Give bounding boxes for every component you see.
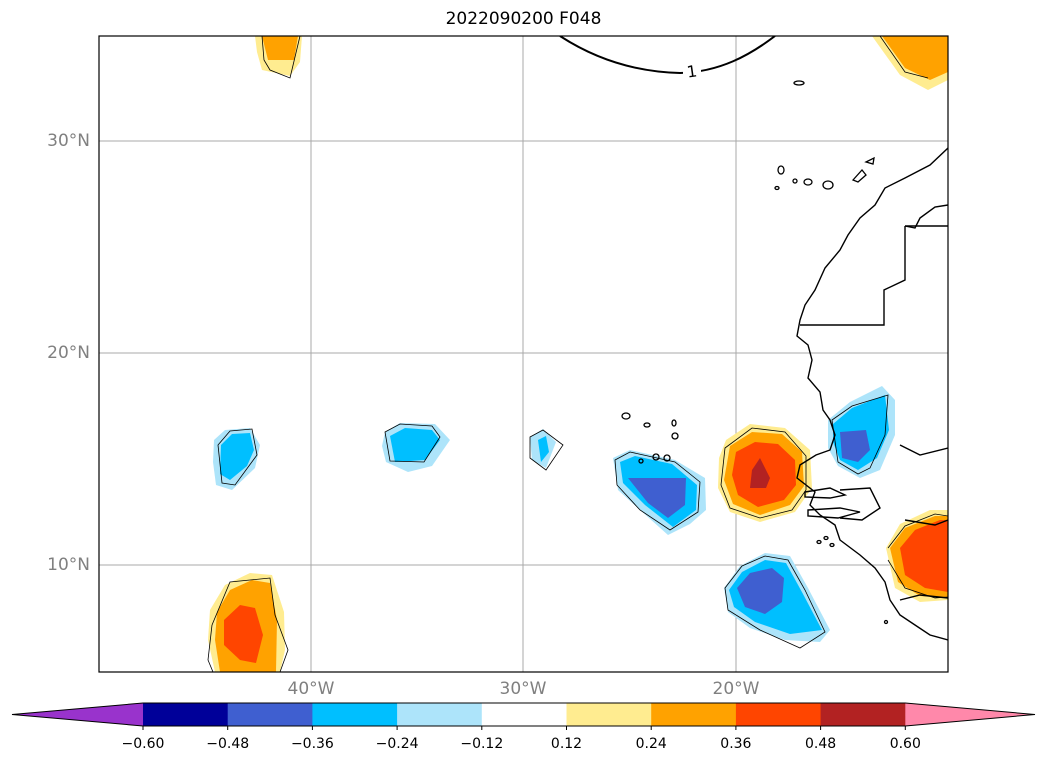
contour-label: 1 [686, 61, 699, 81]
colorbar-tick-label: 0.24 [635, 736, 667, 752]
anomaly-blob-negative [213, 428, 260, 490]
anomaly-blob-negative [382, 423, 450, 472]
colorbar-extend-low [12, 703, 143, 726]
colorbar [11, 702, 1036, 730]
map-frame [98, 35, 949, 673]
colorbar-tick-label: 0.48 [805, 736, 837, 752]
colorbar-tick-label: −0.36 [290, 736, 334, 752]
islands [621, 80, 889, 625]
contour-label-bg [683, 62, 701, 80]
anomaly-blob-positive [255, 36, 302, 79]
contour-line [559, 36, 776, 75]
coastlines [796, 147, 948, 641]
gridlines [99, 36, 948, 672]
colorbar-segment [651, 703, 737, 726]
anomaly-blob-positive [207, 573, 289, 672]
colorbar-tick-label: −0.48 [206, 736, 250, 752]
colorbar-segment [227, 703, 313, 726]
plot-title: 2022090200 F048 [445, 9, 602, 29]
anomaly-blob-negative [529, 429, 564, 471]
lat-label-30n: 30°N [47, 131, 90, 151]
anomaly-blob-positive [872, 36, 948, 90]
colorbar-segment [397, 703, 483, 726]
anomaly-blob-negative [724, 553, 830, 649]
colorbar-tick-label: −0.60 [121, 736, 165, 752]
colorbar-extend-high [905, 703, 1035, 726]
anomaly-field [207, 36, 948, 672]
colorbar-segment [312, 703, 398, 726]
colorbar-segment [481, 703, 567, 726]
colorbar-tick-label: 0.36 [720, 736, 752, 752]
lat-label-20n: 20°N [47, 343, 90, 363]
colorbar-tick-label: −0.12 [460, 736, 504, 752]
colorbar-segment [143, 703, 229, 726]
anomaly-blob-positive [718, 424, 812, 522]
colorbar-tick-label: −0.24 [375, 736, 419, 752]
lon-label-20w: 20°W [712, 679, 760, 699]
colorbar-segment [566, 703, 652, 726]
anomaly-blob-negative [613, 450, 706, 535]
colorbar-tick-label: 0.12 [550, 736, 583, 752]
lon-label-30w: 30°W [499, 679, 547, 699]
anomaly-blob-negative [828, 386, 895, 478]
colorbar-segment [820, 703, 906, 726]
lat-label-10n: 10°N [47, 555, 90, 575]
colorbar-tick-label: 0.60 [889, 736, 921, 752]
lon-label-40w: 40°W [287, 679, 335, 699]
colorbar-segment [735, 703, 822, 726]
anomaly-blob-positive [886, 510, 948, 602]
